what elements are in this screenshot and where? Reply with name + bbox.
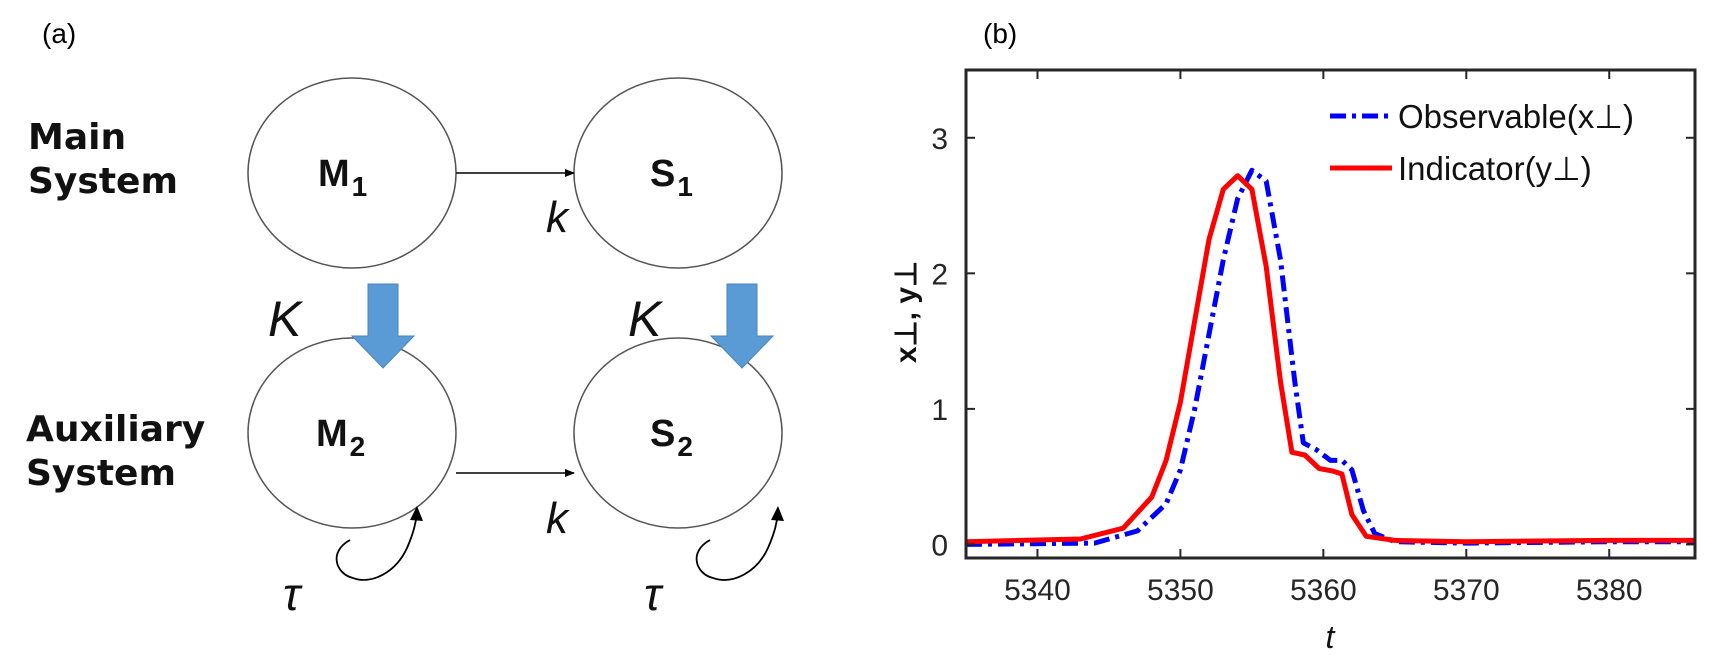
x-tick-label-1: 5350 [1147,574,1214,607]
legend-label-observable: Observable(x⊥) [1398,98,1634,135]
coupling-K-right: K [628,291,664,347]
chart-ticks-group: 5340 5350 5360 5370 5380 0 1 2 3 [931,70,1695,607]
y-tick-label-3: 3 [931,123,948,156]
main-system-line2: System [28,161,178,202]
delay-loop-s2-arrowhead [771,506,784,521]
aux-system-line2: System [26,453,176,494]
delay-loop-m2-arrowhead [410,506,423,521]
legend-label-indicator: Indicator(y⊥) [1398,150,1592,187]
node-s1-label: S1 [650,153,693,202]
delay-tau-left: τ [283,568,303,620]
chart-legend: Observable(x⊥) Indicator(y⊥) [1330,98,1634,187]
y-tick-label-1: 1 [931,394,948,427]
panel-b-label: (b) [983,18,1018,49]
k-arrow-right [709,283,775,369]
x-tick-label-0: 5340 [1004,574,1071,607]
plot-frame [964,68,1697,560]
chart-series-group [965,167,1695,547]
k-arrow-left [350,283,416,369]
node-m1-label: M1 [318,153,367,202]
x-tick-label-3: 5370 [1433,574,1500,607]
block-diagram: M1 S1 M2 S2 k k K K τ τ [247,77,784,620]
main-system-label: Main System [28,116,178,204]
panel-a-label: (a) [42,18,77,49]
node-s2 [573,337,783,529]
coupling-k-top: k [546,193,570,242]
main-system-line1: Main [28,117,127,158]
delay-loop-s2 [712,511,779,581]
auxiliary-system-label: Auxiliary System [26,408,205,496]
y-tick-label-0: 0 [931,529,948,562]
coupling-k-bottom: k [546,494,570,543]
y-tick-label-2: 2 [931,258,948,291]
delay-tau-right: τ [644,568,664,620]
coupling-K-left: K [268,291,304,347]
node-m2 [247,337,457,529]
series-line-1 [965,173,1695,545]
x-axis-label: t [1326,619,1336,655]
aux-system-line1: Auxiliary [26,409,206,450]
node-s2-label: S2 [650,413,693,462]
x-tick-label-4: 5380 [1576,574,1643,607]
x-tick-label-2: 5360 [1290,574,1357,607]
delay-loop-m2 [352,511,418,581]
series-line-0 [965,167,1695,547]
node-m2-label: M2 [316,413,365,462]
y-axis-label: x⊥, y⊥ [890,261,923,363]
